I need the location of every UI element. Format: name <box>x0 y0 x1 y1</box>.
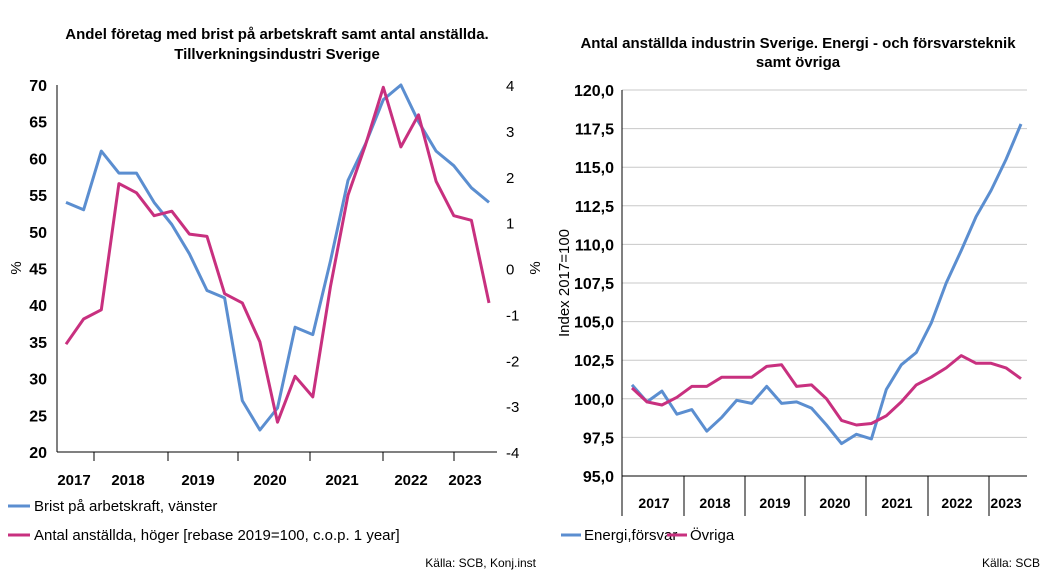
left-series-lines <box>64 83 491 432</box>
left-y-tick-label: 50 <box>29 225 47 242</box>
right-chart-y-tick-label: 95,0 <box>583 469 614 486</box>
left-x-tick-label: 2019 <box>181 472 214 489</box>
left-x-tick-label: 2018 <box>111 472 144 489</box>
right-chart-x-tick-marks <box>621 476 990 516</box>
right-chart-x-tick-labels: 2017 2018 2019 2020 2021 2022 2023 <box>638 495 1021 511</box>
left-y-tick-label: 30 <box>29 372 47 389</box>
left-y-axis-label: % <box>8 261 25 274</box>
left-y-tick-label: 65 <box>29 115 47 132</box>
legend-label-energi: Energi,försvar <box>584 527 677 544</box>
left-x-tick-label: 2021 <box>325 472 358 489</box>
right-chart-y-tick-label: 117,5 <box>575 122 614 139</box>
right-y-tick-label: 0 <box>506 262 514 279</box>
left-y-tick-label: 20 <box>29 445 47 462</box>
legend-label-anstallda: Antal anställda, höger [rebase 2019=100,… <box>34 527 400 544</box>
right-chart-y-tick-labels: 120,0 117,5 115,0 112,5 110,0 107,5 105,0 102,5… <box>574 83 614 486</box>
right-chart-x-tick-label: 2020 <box>819 495 850 511</box>
right-chart-y-tick-label: 115,0 <box>575 160 614 177</box>
right-chart-x-tick-label: 2018 <box>699 495 730 511</box>
left-y-tick-label: 45 <box>29 262 47 279</box>
right-chart-x-tick-label: 2022 <box>941 495 972 511</box>
right-chart-series-lines <box>630 123 1023 446</box>
series-line-anstallda <box>64 85 491 424</box>
right-y-tick-label: -2 <box>506 353 519 370</box>
right-source-note: Källa: SCB <box>982 556 1040 570</box>
left-y-tick-label: 35 <box>29 335 47 352</box>
right-chart-gridlines <box>622 89 1027 438</box>
right-chart-x-tick-label: 2023 <box>990 495 1021 511</box>
series-line-ovriga <box>630 354 1022 427</box>
left-x-tick-marks <box>93 452 455 461</box>
left-source-note: Källa: SCB, Konj.inst <box>425 556 536 570</box>
left-y-tick-label: 60 <box>29 151 47 168</box>
right-y-tick-label: -1 <box>506 307 519 324</box>
left-chart: Andel företag med brist på arbetskraft s… <box>8 26 544 570</box>
left-y-tick-labels: 70 65 60 55 50 45 40 35 30 25 20 <box>29 78 47 462</box>
left-y-tick-label: 25 <box>29 408 47 425</box>
right-chart-x-tick-label: 2017 <box>638 495 669 511</box>
right-chart-title: Antal anställda industrin Sverige. Energ… <box>580 35 1016 52</box>
right-chart-x-tick-label: 2019 <box>759 495 790 511</box>
right-chart-subtitle: samt övriga <box>756 54 841 71</box>
legend-label-brist: Brist på arbetskraft, vänster <box>34 498 217 515</box>
right-chart-y-tick-label: 110,0 <box>575 237 614 254</box>
right-chart: Antal anställda industrin Sverige. Energ… <box>556 35 1040 570</box>
right-y-tick-labels: 4 3 2 1 0 -1 -2 -3 -4 <box>506 78 519 462</box>
right-chart-y-axis-label: Index 2017=100 <box>556 229 573 337</box>
legend-label-ovriga: Övriga <box>690 526 735 544</box>
left-chart-title: Andel företag med brist på arbetskraft s… <box>65 26 488 43</box>
left-x-tick-label: 2023 <box>448 472 481 489</box>
left-x-tick-label: 2017 <box>57 472 90 489</box>
right-chart-y-tick-label: 112,5 <box>575 199 614 216</box>
series-line-brist <box>65 83 490 432</box>
left-x-tick-label: 2020 <box>253 472 286 489</box>
right-chart-x-tick-label: 2021 <box>881 495 912 511</box>
left-y-tick-label: 70 <box>29 78 47 95</box>
right-y-tick-label: 4 <box>506 78 514 95</box>
left-chart-subtitle: Tillverkningsindustri Sverige <box>174 46 380 63</box>
left-y-tick-label: 55 <box>29 188 47 205</box>
left-x-tick-labels: 2017 2018 2019 2020 2021 2022 2023 <box>57 472 481 489</box>
right-chart-y-tick-label: 120,0 <box>574 83 614 100</box>
right-y-axis-label: % <box>527 261 544 274</box>
right-y-tick-label: -4 <box>506 445 519 462</box>
right-y-tick-label: 2 <box>506 170 514 187</box>
right-y-tick-label: 1 <box>506 216 514 233</box>
left-x-tick-label: 2022 <box>394 472 427 489</box>
right-chart-y-tick-label: 100,0 <box>574 392 614 409</box>
right-chart-y-tick-label: 107,5 <box>574 276 614 293</box>
series-line-energi <box>630 123 1023 446</box>
right-chart-y-tick-label: 97,5 <box>583 430 614 447</box>
right-y-tick-label: 3 <box>506 124 514 141</box>
right-chart-y-tick-label: 102,5 <box>574 353 614 370</box>
right-chart-y-tick-label: 105,0 <box>574 315 614 332</box>
right-y-tick-label: -3 <box>506 399 519 416</box>
left-y-tick-label: 40 <box>29 298 47 315</box>
